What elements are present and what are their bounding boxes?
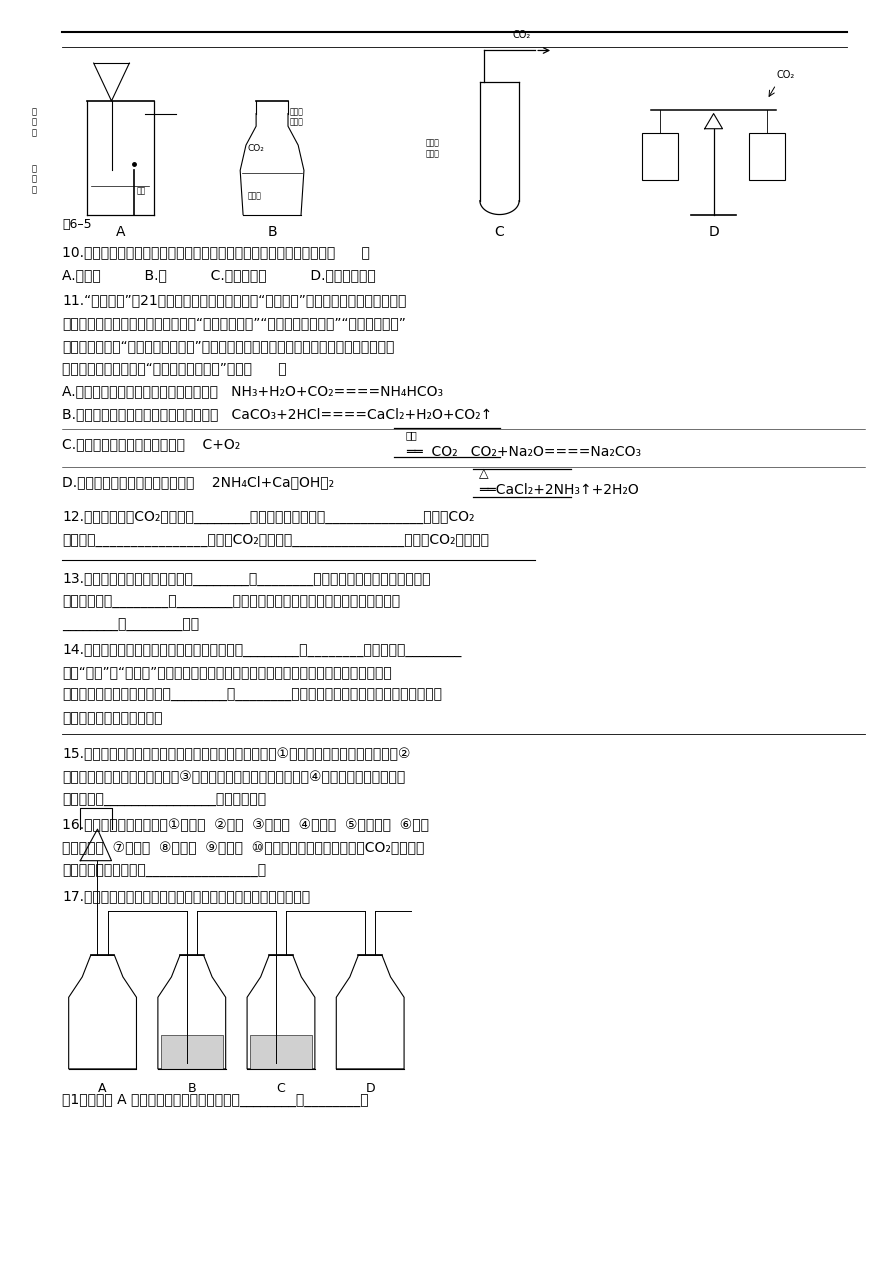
Text: 图6–5: 图6–5 (62, 218, 92, 231)
Text: 成的二氧化碳气体密度比空气________，________溡于水，且二氧化碳还能与水发生反应，: 成的二氧化碳气体密度比空气________，________溡于水，且二氧化碳还… (62, 688, 442, 703)
Text: 的方法是________________；检验CO₂的方法是________________；验满CO₂的方法是: 的方法是________________；检验CO₂的方法是__________… (62, 533, 490, 548)
Text: ________和________等。: ________和________等。 (62, 617, 200, 632)
Text: 点燃: 点燃 (406, 430, 417, 440)
Text: 15.在实验室里制取二氧化碳时一般采取以下操作步骤：①装入块状的大理石或石灰石；②: 15.在实验室里制取二氧化碳时一般采取以下操作步骤：①装入块状的大理石或石灰石；… (62, 747, 411, 762)
Text: 望的产品中。下列符合“化学反应的绿色化”的是（      ）: 望的产品中。下列符合“化学反应的绿色化”的是（ ） (62, 361, 287, 376)
Text: 石灰水: 石灰水 (247, 191, 261, 201)
Text: （填“需要”或“不需要”）加热，所以选择的气体发生装置简称为固液常温型；又由于生: （填“需要”或“不需要”）加热，所以选择的气体发生装置简称为固液常温型；又由于生 (62, 665, 392, 680)
Polygon shape (250, 1035, 312, 1069)
Text: D: D (708, 225, 719, 239)
Text: CO₂: CO₂ (513, 30, 531, 40)
Text: 管的双孔塑  ⑦导气管  ⑧玻璃片  ⑨鐵架台  ⑩水槽等仪器，在实验室制取CO₂时，应选: 管的双孔塑 ⑦导气管 ⑧玻璃片 ⑨鐵架台 ⑩水槽等仪器，在实验室制取CO₂时，应… (62, 840, 425, 856)
Text: C: C (277, 1082, 285, 1094)
Text: D: D (366, 1082, 375, 1094)
Text: A: A (98, 1082, 107, 1094)
Text: 蜡烛: 蜡烛 (136, 186, 145, 196)
Text: 10.欲将二氧化碳气体里混入的少量一氧化碳杂质除去，可让气体通过（      ）: 10.欲将二氧化碳气体里混入的少量一氧化碳杂质除去，可让气体通过（ ） (62, 245, 370, 260)
Text: A: A (116, 225, 125, 239)
Text: 12.实验室里制取CO₂的药品是________，化学反应方程式为______________；收集CO₂: 12.实验室里制取CO₂的药品是________，化学反应方程式为_______… (62, 510, 475, 525)
Text: D.实验室用氯化铵和消石灰制氨气    2NH₄Cl+Ca（OH）₂: D.实验室用氯化铵和消石灰制氨气 2NH₄Cl+Ca（OH）₂ (62, 475, 334, 490)
Text: 13.实验室里制取气体的装置包括________和________两部分。确定气体的发生装置应: 13.实验室里制取气体的装置包括________和________两部分。确定气… (62, 572, 431, 587)
Text: B.实验室用石灰石和稀盐酸制取二氧化碳   CaCO₃+2HCl====CaCl₂+H₂O+CO₂↑: B.实验室用石灰石和稀盐酸制取二氧化碳 CaCO₃+2HCl====CaCl₂+… (62, 406, 492, 422)
Text: 所以选择的收集方法只能是: 所以选择的收集方法只能是 (62, 711, 163, 726)
Text: （1）用装置 A 来制取二氧化碳，所用药品为________和________。: （1）用装置 A 来制取二氧化碳，所用药品为________和________。 (62, 1093, 369, 1108)
Polygon shape (161, 1035, 223, 1069)
Text: 等内容。其中，“化学反应的绿色化”要求原料物质中所有的原子完全被利用且全部转入期: 等内容。其中，“化学反应的绿色化”要求原料物质中所有的原子完全被利用且全部转入期 (62, 338, 395, 353)
Text: CO₂: CO₂ (776, 71, 794, 81)
Text: A.化工厂用氨、二氧化碳和水制碳酸氢铵   NH₃+H₂O+CO₂====NH₄HCO₃: A.化工厂用氨、二氧化碳和水制碳酸氢铵 NH₃+H₂O+CO₂====NH₄HC… (62, 384, 443, 399)
Text: △: △ (479, 467, 489, 480)
Text: B: B (268, 225, 277, 239)
Text: 一门能彻底阻止污染的科学。它包括“原料的绿色化”“化学反应的绿色化”“产品的绿色化”: 一门能彻底阻止污染的科学。它包括“原料的绿色化”“化学反应的绿色化”“产品的绿色… (62, 316, 407, 331)
Text: A.石灰水          B.水          C.炙热的炭层          D.灸热的氧化铜: A.石灰水 B.水 C.炙热的炭层 D.灸热的氧化铜 (62, 268, 376, 283)
Text: 11.“绿色化学”是21世纪化学发展的主导方向。“绿色化学”要求从根本上消灭污染，是: 11.“绿色化学”是21世纪化学发展的主导方向。“绿色化学”要求从根本上消灭污染… (62, 293, 407, 308)
Text: 紫色石
蕊试液: 紫色石 蕊试液 (425, 139, 440, 158)
Text: 用的仪器有（填序号）________________。: 用的仪器有（填序号）________________。 (62, 863, 267, 878)
Text: ══CaCl₂+2NH₃↑+2H₂O: ══CaCl₂+2NH₃↑+2H₂O (479, 482, 639, 497)
Text: 14.实验室制取二氧化碳气体，反应物的状态为________和________反应，反应________: 14.实验室制取二氧化碳气体，反应物的状态为________和________反… (62, 642, 462, 658)
Text: 稀
盐
酸: 稀 盐 酸 (32, 107, 37, 138)
Text: ══  CO₂   CO₂+Na₂O====Na₂CO₃: ══ CO₂ CO₂+Na₂O====Na₂CO₃ (406, 444, 641, 459)
Text: 用向上排空气法收集二氧化碳；③连接仪器，检查装置的气密性；④倒入稀盐酸。则正确的: 用向上排空气法收集二氧化碳；③连接仪器，检查装置的气密性；④倒入稀盐酸。则正确的 (62, 770, 406, 785)
Text: 16.现在有下列实验仪器：①大试管  ②烧杆  ③酒精灯  ④集气瓶  ⑤长颤漏斗  ⑥带导: 16.现在有下列实验仪器：①大试管 ②烧杆 ③酒精灯 ④集气瓶 ⑤长颤漏斗 ⑥带… (62, 818, 429, 833)
Text: 17.按下图的装置制取二氧化碳并检验它的性质，完成下列问题：: 17.按下图的装置制取二氧化碳并检验它的性质，完成下列问题： (62, 888, 310, 904)
Text: C.用炭、氧气和氧化钓制碳酸钓    C+O₂: C.用炭、氧气和氧化钓制碳酸钓 C+O₂ (62, 437, 241, 452)
Text: 塑料矿
泉水瓶: 塑料矿 泉水瓶 (289, 107, 303, 126)
Text: B: B (187, 1082, 196, 1094)
Text: 操作步骤为________________（填序号）。: 操作步骤为________________（填序号）。 (62, 793, 267, 808)
Text: C: C (495, 225, 504, 239)
Text: CO₂: CO₂ (247, 144, 264, 154)
Text: 石
灰
石: 石 灰 石 (32, 164, 37, 194)
Text: 考虑的因素是________和________，确定气体的收集装置应考虑的因素是气体的: 考虑的因素是________和________，确定气体的收集装置应考虑的因素是… (62, 594, 401, 610)
